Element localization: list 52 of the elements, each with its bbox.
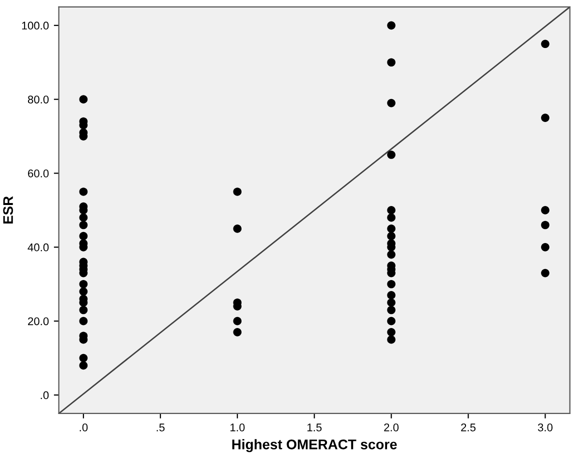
- point: [79, 280, 88, 288]
- point: [387, 21, 396, 30]
- y-tick-label: 20.0: [28, 317, 49, 326]
- point: [79, 220, 88, 230]
- point: [233, 224, 242, 233]
- x-tick-label: 1.5: [307, 424, 322, 432]
- point: [79, 361, 88, 370]
- point: [387, 206, 396, 214]
- point: [79, 95, 88, 104]
- point: [387, 98, 396, 108]
- y-tick-label: 80.0: [28, 96, 49, 104]
- point: [387, 291, 396, 300]
- point: [387, 224, 396, 233]
- x-tick-label: 1.0: [230, 424, 245, 432]
- point: [387, 213, 396, 222]
- point: [387, 328, 396, 336]
- y-axis-title: ESR: [3, 196, 13, 224]
- x-tick-label: .0: [80, 424, 88, 432]
- point: [541, 206, 550, 214]
- point: [541, 40, 550, 48]
- point: [233, 316, 242, 326]
- point: [79, 316, 88, 326]
- point: [387, 335, 396, 344]
- point: [541, 243, 550, 252]
- point: [387, 150, 396, 159]
- point: [387, 298, 396, 307]
- point: [541, 220, 550, 230]
- point: [541, 268, 550, 278]
- point: [541, 114, 550, 122]
- point: [79, 287, 88, 296]
- point: [387, 58, 396, 67]
- point: [387, 280, 396, 288]
- point: [79, 354, 88, 362]
- y-tick-label: 60.0: [28, 170, 49, 178]
- point: [79, 232, 88, 240]
- point: [79, 188, 88, 196]
- point: [79, 306, 88, 314]
- x-axis-title: Highest OMERACT score: [232, 439, 397, 452]
- point: [387, 250, 396, 259]
- y-tick-label: .0: [40, 391, 49, 400]
- point: [387, 306, 396, 314]
- x-tick-label: 2.0: [384, 424, 399, 432]
- point: [233, 188, 242, 196]
- point: [387, 232, 396, 240]
- y-tick-label: 40.0: [28, 243, 49, 252]
- point: [387, 316, 396, 326]
- x-tick-label: .5: [156, 424, 165, 432]
- y-tick-label: 100.0: [22, 22, 49, 30]
- point: [233, 328, 242, 336]
- x-tick-label: 3.0: [538, 424, 553, 432]
- point: [79, 213, 88, 222]
- x-tick-label: 2.5: [461, 424, 476, 432]
